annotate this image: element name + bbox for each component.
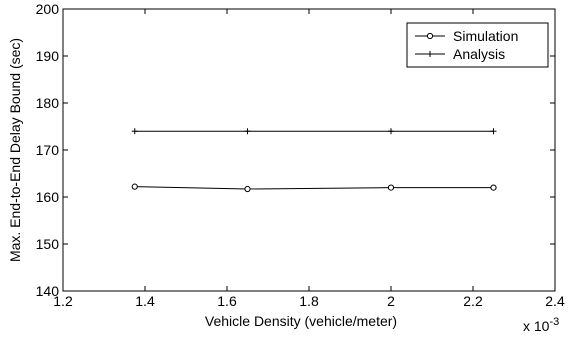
x-tick-label: 2.2 xyxy=(463,293,483,309)
analysis-point xyxy=(427,51,433,57)
legend-label: Simulation xyxy=(453,28,518,44)
simulation-point xyxy=(244,185,251,193)
x-axis-exponent: x 10-3 xyxy=(523,316,559,334)
y-axis: 140 150 160 170 180 190 200 xyxy=(36,1,555,299)
simulation-point xyxy=(426,32,434,40)
y-tick-label: 160 xyxy=(36,189,60,205)
legend-item-analysis: Analysis xyxy=(415,46,505,62)
x-axis: 1.2 1.4 1.6 1.8 2 2.2 2.4 xyxy=(53,9,565,309)
analysis-point xyxy=(131,128,138,135)
y-tick-label: 150 xyxy=(36,236,60,252)
analysis-point xyxy=(388,128,394,135)
x-axis-label: Vehicle Density (vehicle/meter) xyxy=(205,313,397,329)
legend-label: Analysis xyxy=(453,46,505,62)
y-tick-label: 170 xyxy=(36,142,60,158)
legend-box xyxy=(406,22,549,68)
y-tick-label: 180 xyxy=(36,95,60,111)
y-tick-label: 200 xyxy=(36,1,60,17)
x-tick-label: 1.2 xyxy=(53,293,73,309)
x-tick-label: 2 xyxy=(387,293,395,309)
simulation-point xyxy=(387,184,395,191)
simulation-point xyxy=(131,183,138,190)
analysis-point xyxy=(490,128,497,135)
x-axis-exponent-power: -3 xyxy=(549,316,559,328)
y-axis-label: Max. End-to-End Delay Bound (sec) xyxy=(7,38,23,262)
series-layer xyxy=(131,128,497,193)
y-tick-label: 190 xyxy=(36,48,60,64)
x-tick-label: 2.4 xyxy=(545,293,565,309)
analysis-point xyxy=(244,128,251,135)
y-tick-label: 140 xyxy=(36,283,60,299)
simulation-line xyxy=(134,186,494,190)
x-tick-label: 1.8 xyxy=(299,293,319,309)
x-axis-exponent-base: x 10 xyxy=(523,318,550,334)
legend: Simulation Analysis xyxy=(406,22,549,68)
legend-item-simulation: Simulation xyxy=(415,28,518,44)
simulation-point xyxy=(490,184,497,191)
x-tick-label: 1.6 xyxy=(217,293,237,309)
x-tick-label: 1.4 xyxy=(135,293,155,309)
